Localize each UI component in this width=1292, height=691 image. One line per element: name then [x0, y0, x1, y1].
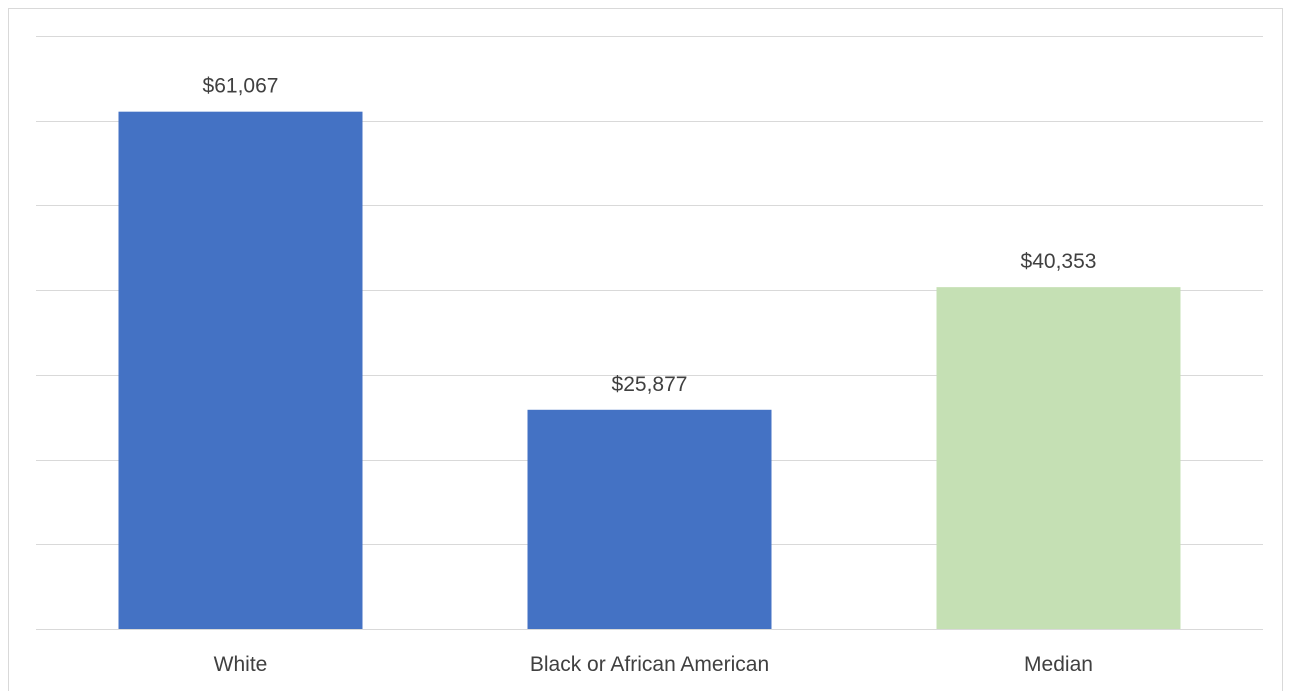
data-label: $25,877 [612, 373, 688, 396]
x-tick-label: Black or African American [530, 653, 769, 676]
x-tick-label: Median [1024, 653, 1093, 676]
x-tick-label: White [214, 653, 268, 676]
data-label: $61,067 [203, 75, 279, 98]
bar-median [936, 287, 1181, 629]
bar-black-or-african-american [527, 409, 772, 629]
data-label: $40,353 [1021, 250, 1097, 273]
x-tick-labels: White Black or African American Median [214, 653, 1093, 676]
bars [118, 111, 1181, 629]
bar-white [118, 111, 363, 629]
data-labels: $61,067 $25,877 $40,353 [203, 75, 1097, 396]
